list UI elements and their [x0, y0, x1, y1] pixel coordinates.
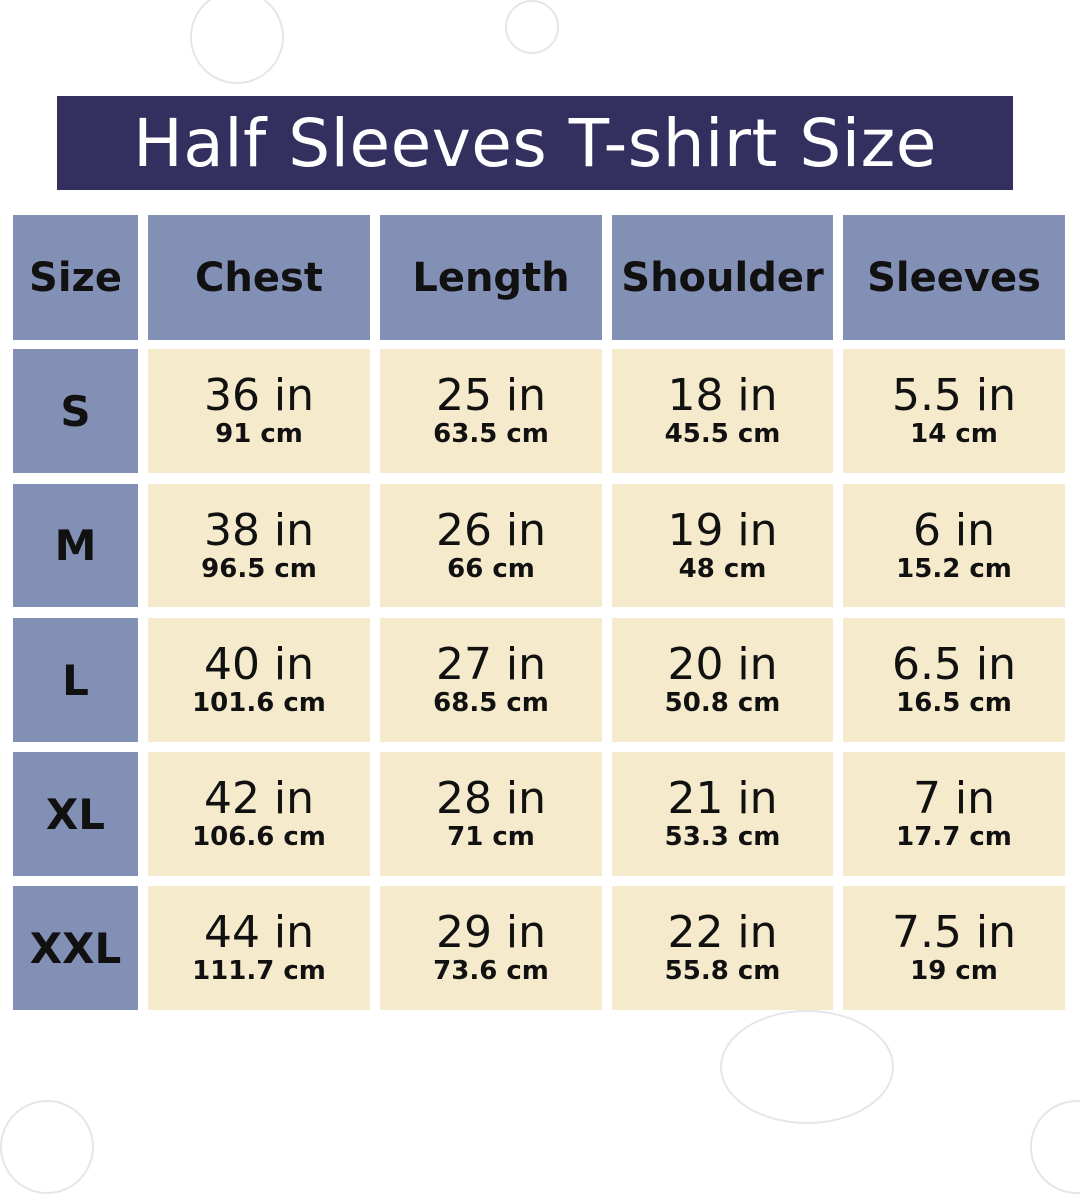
- centimeters-value: 53.3 cm: [664, 822, 781, 852]
- centimeters-value: 50.8 cm: [664, 688, 781, 718]
- inches-value: 20 in: [667, 639, 778, 690]
- size-label-cell: XXL: [13, 886, 138, 1010]
- centimeters-value: 17.7 cm: [896, 822, 1012, 852]
- centimeters-value: 101.6 cm: [192, 688, 326, 718]
- inches-value: 19 in: [667, 504, 778, 556]
- inches-value: 5.5 in: [891, 370, 1017, 421]
- measurement-cell: 26 in 66 cm: [380, 484, 602, 607]
- inches-value: 22 in: [667, 907, 778, 958]
- measurement-cell: 36 in 91 cm: [148, 349, 370, 473]
- inches-value: 21 in: [667, 773, 778, 824]
- size-label-cell: S: [13, 349, 138, 473]
- measurement-cell: 18 in 45.5 cm: [612, 349, 833, 473]
- centimeters-value: 14 cm: [910, 419, 998, 449]
- header-cell: Chest: [148, 215, 370, 340]
- centimeters-value: 106.6 cm: [192, 822, 326, 852]
- measurement-cell: 6.5 in 16.5 cm: [843, 618, 1065, 742]
- centimeters-value: 91 cm: [215, 419, 303, 449]
- centimeters-value: 15.2 cm: [896, 553, 1012, 584]
- header-cell: Shoulder: [612, 215, 833, 340]
- measurement-cell: 38 in 96.5 cm: [148, 484, 370, 607]
- measurement-cell: 44 in 111.7 cm: [148, 886, 370, 1010]
- page-title: Half Sleeves T-shirt Size: [57, 96, 1013, 190]
- centimeters-value: 111.7 cm: [192, 956, 326, 986]
- inches-value: 6 in: [912, 504, 996, 556]
- inches-value: 6.5 in: [891, 639, 1017, 690]
- measurement-cell: 21 in 53.3 cm: [612, 752, 833, 876]
- inches-value: 40 in: [203, 639, 315, 690]
- measurement-cell: 29 in 73.6 cm: [380, 886, 602, 1010]
- header-cell: Sleeves: [843, 215, 1065, 340]
- centimeters-value: 73.6 cm: [433, 956, 549, 986]
- inches-value: 7.5 in: [891, 907, 1017, 958]
- header-cell: Length: [380, 215, 602, 340]
- centimeters-value: 71 cm: [447, 822, 535, 852]
- measurement-cell: 7.5 in 19 cm: [843, 886, 1065, 1010]
- inches-value: 29 in: [435, 907, 547, 958]
- centimeters-value: 48 cm: [678, 553, 767, 584]
- centimeters-value: 16.5 cm: [896, 688, 1012, 718]
- centimeters-value: 66 cm: [447, 553, 535, 584]
- size-label-cell: L: [13, 618, 138, 742]
- inches-value: 44 in: [203, 907, 315, 958]
- header-cell: Size: [13, 215, 138, 340]
- inches-value: 18 in: [667, 370, 778, 421]
- measurement-cell: 5.5 in 14 cm: [843, 349, 1065, 473]
- inches-value: 28 in: [435, 773, 547, 824]
- measurement-cell: 20 in 50.8 cm: [612, 618, 833, 742]
- button-doodle: [505, 0, 559, 54]
- inches-value: 7 in: [912, 773, 996, 824]
- measurement-cell: 7 in 17.7 cm: [843, 752, 1065, 876]
- measurement-cell: 40 in 101.6 cm: [148, 618, 370, 742]
- measurement-cell: 42 in 106.6 cm: [148, 752, 370, 876]
- inches-value: 27 in: [435, 639, 547, 690]
- inches-value: 42 in: [203, 773, 315, 824]
- measurement-cell: 19 in 48 cm: [612, 484, 833, 607]
- centimeters-value: 63.5 cm: [433, 419, 549, 449]
- centimeters-value: 96.5 cm: [201, 553, 317, 584]
- inches-value: 38 in: [203, 504, 315, 556]
- measurement-cell: 28 in 71 cm: [380, 752, 602, 876]
- sheep-doodle: [720, 1010, 894, 1124]
- yarn-ball-doodle: [1030, 1100, 1080, 1194]
- centimeters-value: 68.5 cm: [433, 688, 549, 718]
- measurement-cell: 22 in 55.8 cm: [612, 886, 833, 1010]
- inches-value: 26 in: [435, 504, 547, 556]
- yarn-ball-doodle: [0, 1100, 94, 1194]
- inches-value: 36 in: [203, 370, 315, 421]
- yarn-ball-doodle: [190, 0, 284, 84]
- size-label-cell: M: [13, 484, 138, 607]
- centimeters-value: 55.8 cm: [664, 956, 781, 986]
- measurement-cell: 27 in 68.5 cm: [380, 618, 602, 742]
- centimeters-value: 19 cm: [910, 956, 998, 986]
- inches-value: 25 in: [435, 370, 547, 421]
- size-label-cell: XL: [13, 752, 138, 876]
- measurement-cell: 25 in 63.5 cm: [380, 349, 602, 473]
- centimeters-value: 45.5 cm: [664, 419, 781, 449]
- measurement-cell: 6 in 15.2 cm: [843, 484, 1065, 607]
